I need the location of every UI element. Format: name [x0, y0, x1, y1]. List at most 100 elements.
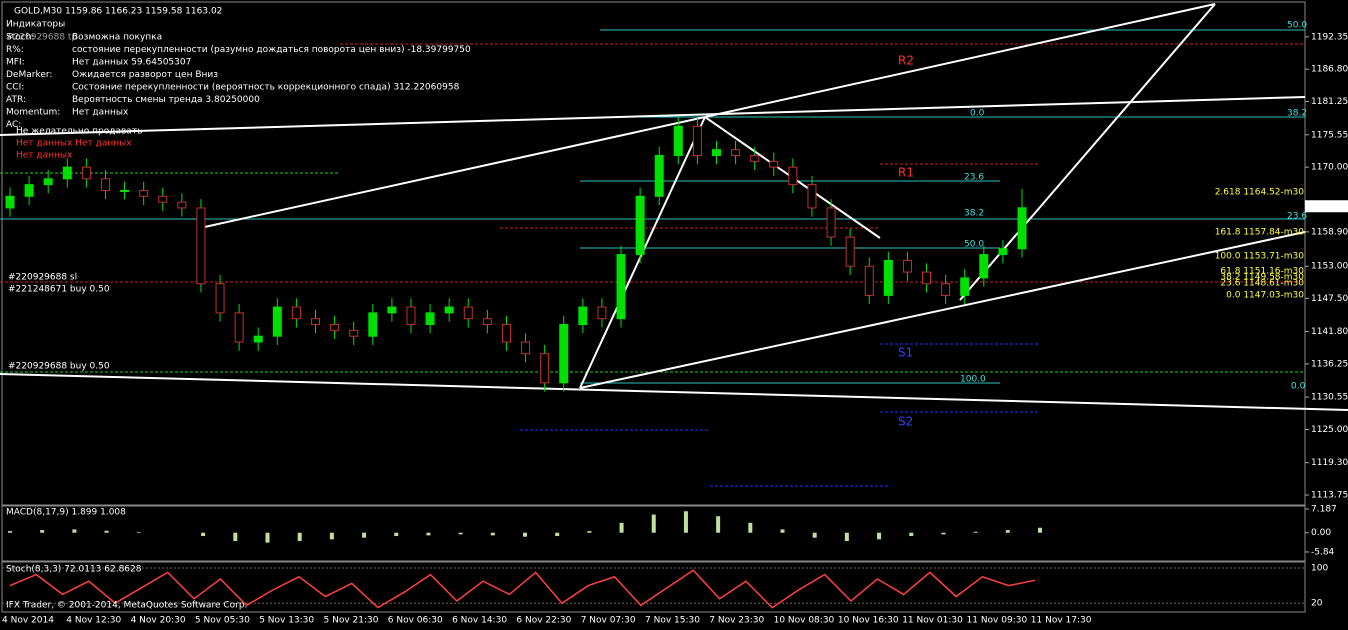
macd-bar: [523, 532, 527, 537]
stoch-frame: [1, 561, 1306, 613]
candle-body: [177, 201, 187, 209]
macd-bar: [233, 532, 238, 541]
macd-bar: [426, 532, 431, 536]
expansion-labels: 2.618 1164.52-m30 161.8 1157.84-m30 100.0 …: [1215, 188, 1305, 301]
x-tick-label: 6 Nov 06:30: [388, 616, 443, 626]
macd-bar: [973, 531, 978, 533]
macd-panel: [8, 511, 1042, 543]
y-tick-label: 1158.90: [1311, 227, 1348, 237]
ac-line: Нет данных: [16, 151, 73, 161]
candle-body: [769, 160, 779, 168]
macd-bar: [587, 531, 592, 533]
macd-bar: [1038, 527, 1042, 533]
levels: [0, 43, 1305, 487]
candle-body: [883, 259, 893, 296]
x-tick-label: 5 Nov 05:30: [195, 616, 250, 626]
candle-body: [482, 318, 492, 326]
x-tick-label: 7 Nov 15:30: [645, 616, 700, 626]
macd-bar: [297, 532, 302, 541]
candle-body: [444, 306, 454, 314]
stoch-line: [9, 569, 1036, 609]
pivot-label: S1: [898, 346, 913, 360]
candle-body: [979, 254, 989, 279]
candles: [5, 117, 1027, 392]
x-tick-label: 6 Nov 14:30: [452, 616, 507, 626]
expansion-label: 61.8 1151.16-m30: [1220, 267, 1304, 277]
macd-bar: [748, 522, 753, 533]
macd-label: MACD(8,17,9) 1.899 1.008: [6, 508, 126, 518]
pivot-label: R1: [898, 166, 914, 180]
y-tick-label: 1113.75: [1311, 491, 1348, 501]
y-tick-label: 1119.30: [1311, 458, 1348, 468]
trendlines: [0, 3, 1348, 411]
macd-tick-label: -5.84: [1311, 548, 1335, 558]
candle-body: [960, 277, 970, 296]
candle-body: [922, 271, 932, 285]
expansion-label: 23.6 1148.61-m30: [1220, 279, 1304, 289]
trendline: [199, 116, 706, 229]
stoch-panel: [2, 567, 1305, 609]
current-price-label: 1163.29: [1309, 202, 1346, 212]
candle-body: [902, 259, 912, 273]
candle-body: [139, 189, 149, 197]
candle-body: [540, 353, 550, 384]
candle-body: [559, 324, 569, 384]
main-frame: [1, 1, 1306, 506]
candle-body: [291, 306, 301, 320]
indicator-value: состояние перекупленности (разумно дожда…: [72, 45, 471, 55]
fib-label: 23.6: [964, 173, 984, 183]
macd-frame: [1, 505, 1306, 562]
stoch-tick-label: 20: [1311, 599, 1323, 609]
y-tick-label: 1147.50: [1311, 294, 1348, 304]
order-label: #220929688 tp: [6, 33, 77, 43]
x-tick-label: 4 Nov 20:30: [131, 616, 186, 626]
macd-bar: [458, 532, 463, 535]
fib-label: 50.0: [1287, 21, 1307, 31]
candle-body: [234, 312, 244, 343]
macd-bar: [716, 516, 721, 533]
macd-tick-label: 0.00: [1311, 528, 1331, 538]
candle-body: [654, 154, 664, 197]
macd-bar: [136, 532, 141, 533]
macd-bar: [651, 514, 656, 533]
candle-body: [311, 318, 321, 326]
indicator-value: Вероятность смены тренда 3.80250000: [72, 95, 260, 105]
macd-bar: [329, 532, 334, 540]
candle-body: [711, 149, 721, 156]
macd-bar: [394, 532, 399, 537]
candle-body: [215, 283, 225, 314]
trendline: [579, 231, 1306, 389]
macd-bar: [909, 532, 914, 537]
x-tick-label: 10 Nov 08:30: [774, 616, 835, 626]
y-tick-label: 1186.80: [1311, 65, 1348, 75]
ac-line: Нет данных Нет данных: [16, 139, 132, 149]
macd-bar: [362, 532, 367, 538]
macd-bar: [490, 532, 495, 536]
indicator-name: AC:: [6, 120, 21, 130]
candle-body: [330, 324, 340, 331]
macd-bar: [683, 511, 688, 533]
order-label: #220929688 sl: [8, 273, 77, 283]
trendline: [0, 96, 1306, 136]
candle-body: [43, 178, 53, 186]
candle-body: [463, 306, 473, 320]
expansion-label: 100.0 1153.71-m30: [1215, 252, 1305, 262]
candle-body: [120, 189, 130, 192]
expansion-label: 2.618 1164.52-m30: [1215, 188, 1305, 198]
candle-body: [196, 207, 206, 285]
x-tick-label: 11 Nov 01:30: [902, 616, 963, 626]
indicator-name: R%:: [6, 45, 24, 55]
x-tick-label: 11 Nov 17:30: [1031, 616, 1092, 626]
candle-body: [692, 125, 702, 156]
macd-bar: [555, 532, 560, 537]
y-tick-label: 1170.00: [1311, 163, 1348, 173]
expansion-label: 0.0 1147.03-m30: [1226, 291, 1304, 301]
candle-body: [253, 335, 263, 343]
candle-body: [845, 236, 855, 267]
candle-body: [158, 195, 168, 203]
macd-bar: [72, 529, 77, 533]
order-label: #220929688 buy 0.50: [8, 362, 110, 372]
macd-bar: [265, 532, 270, 543]
